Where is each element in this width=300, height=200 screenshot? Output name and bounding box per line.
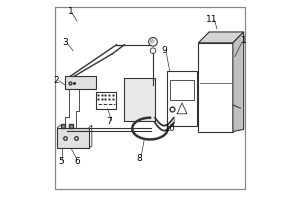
Text: 8: 8: [136, 154, 142, 163]
Text: 5: 5: [58, 157, 64, 166]
Text: 9: 9: [161, 46, 167, 55]
Polygon shape: [233, 32, 244, 132]
Text: 10: 10: [164, 124, 175, 133]
Bar: [57, 128, 89, 148]
Text: 1: 1: [241, 36, 247, 45]
Text: 6: 6: [74, 157, 80, 166]
Text: 2: 2: [53, 76, 59, 85]
Polygon shape: [198, 32, 244, 43]
Bar: [170, 80, 194, 100]
Bar: [65, 76, 96, 89]
Bar: [167, 71, 197, 126]
Bar: [198, 43, 233, 132]
Text: 1: 1: [68, 7, 74, 16]
Text: 7: 7: [107, 117, 112, 126]
Circle shape: [149, 38, 154, 43]
Text: 3: 3: [62, 38, 68, 47]
Bar: [124, 78, 155, 121]
Text: 11: 11: [206, 15, 218, 24]
Bar: [96, 92, 116, 109]
